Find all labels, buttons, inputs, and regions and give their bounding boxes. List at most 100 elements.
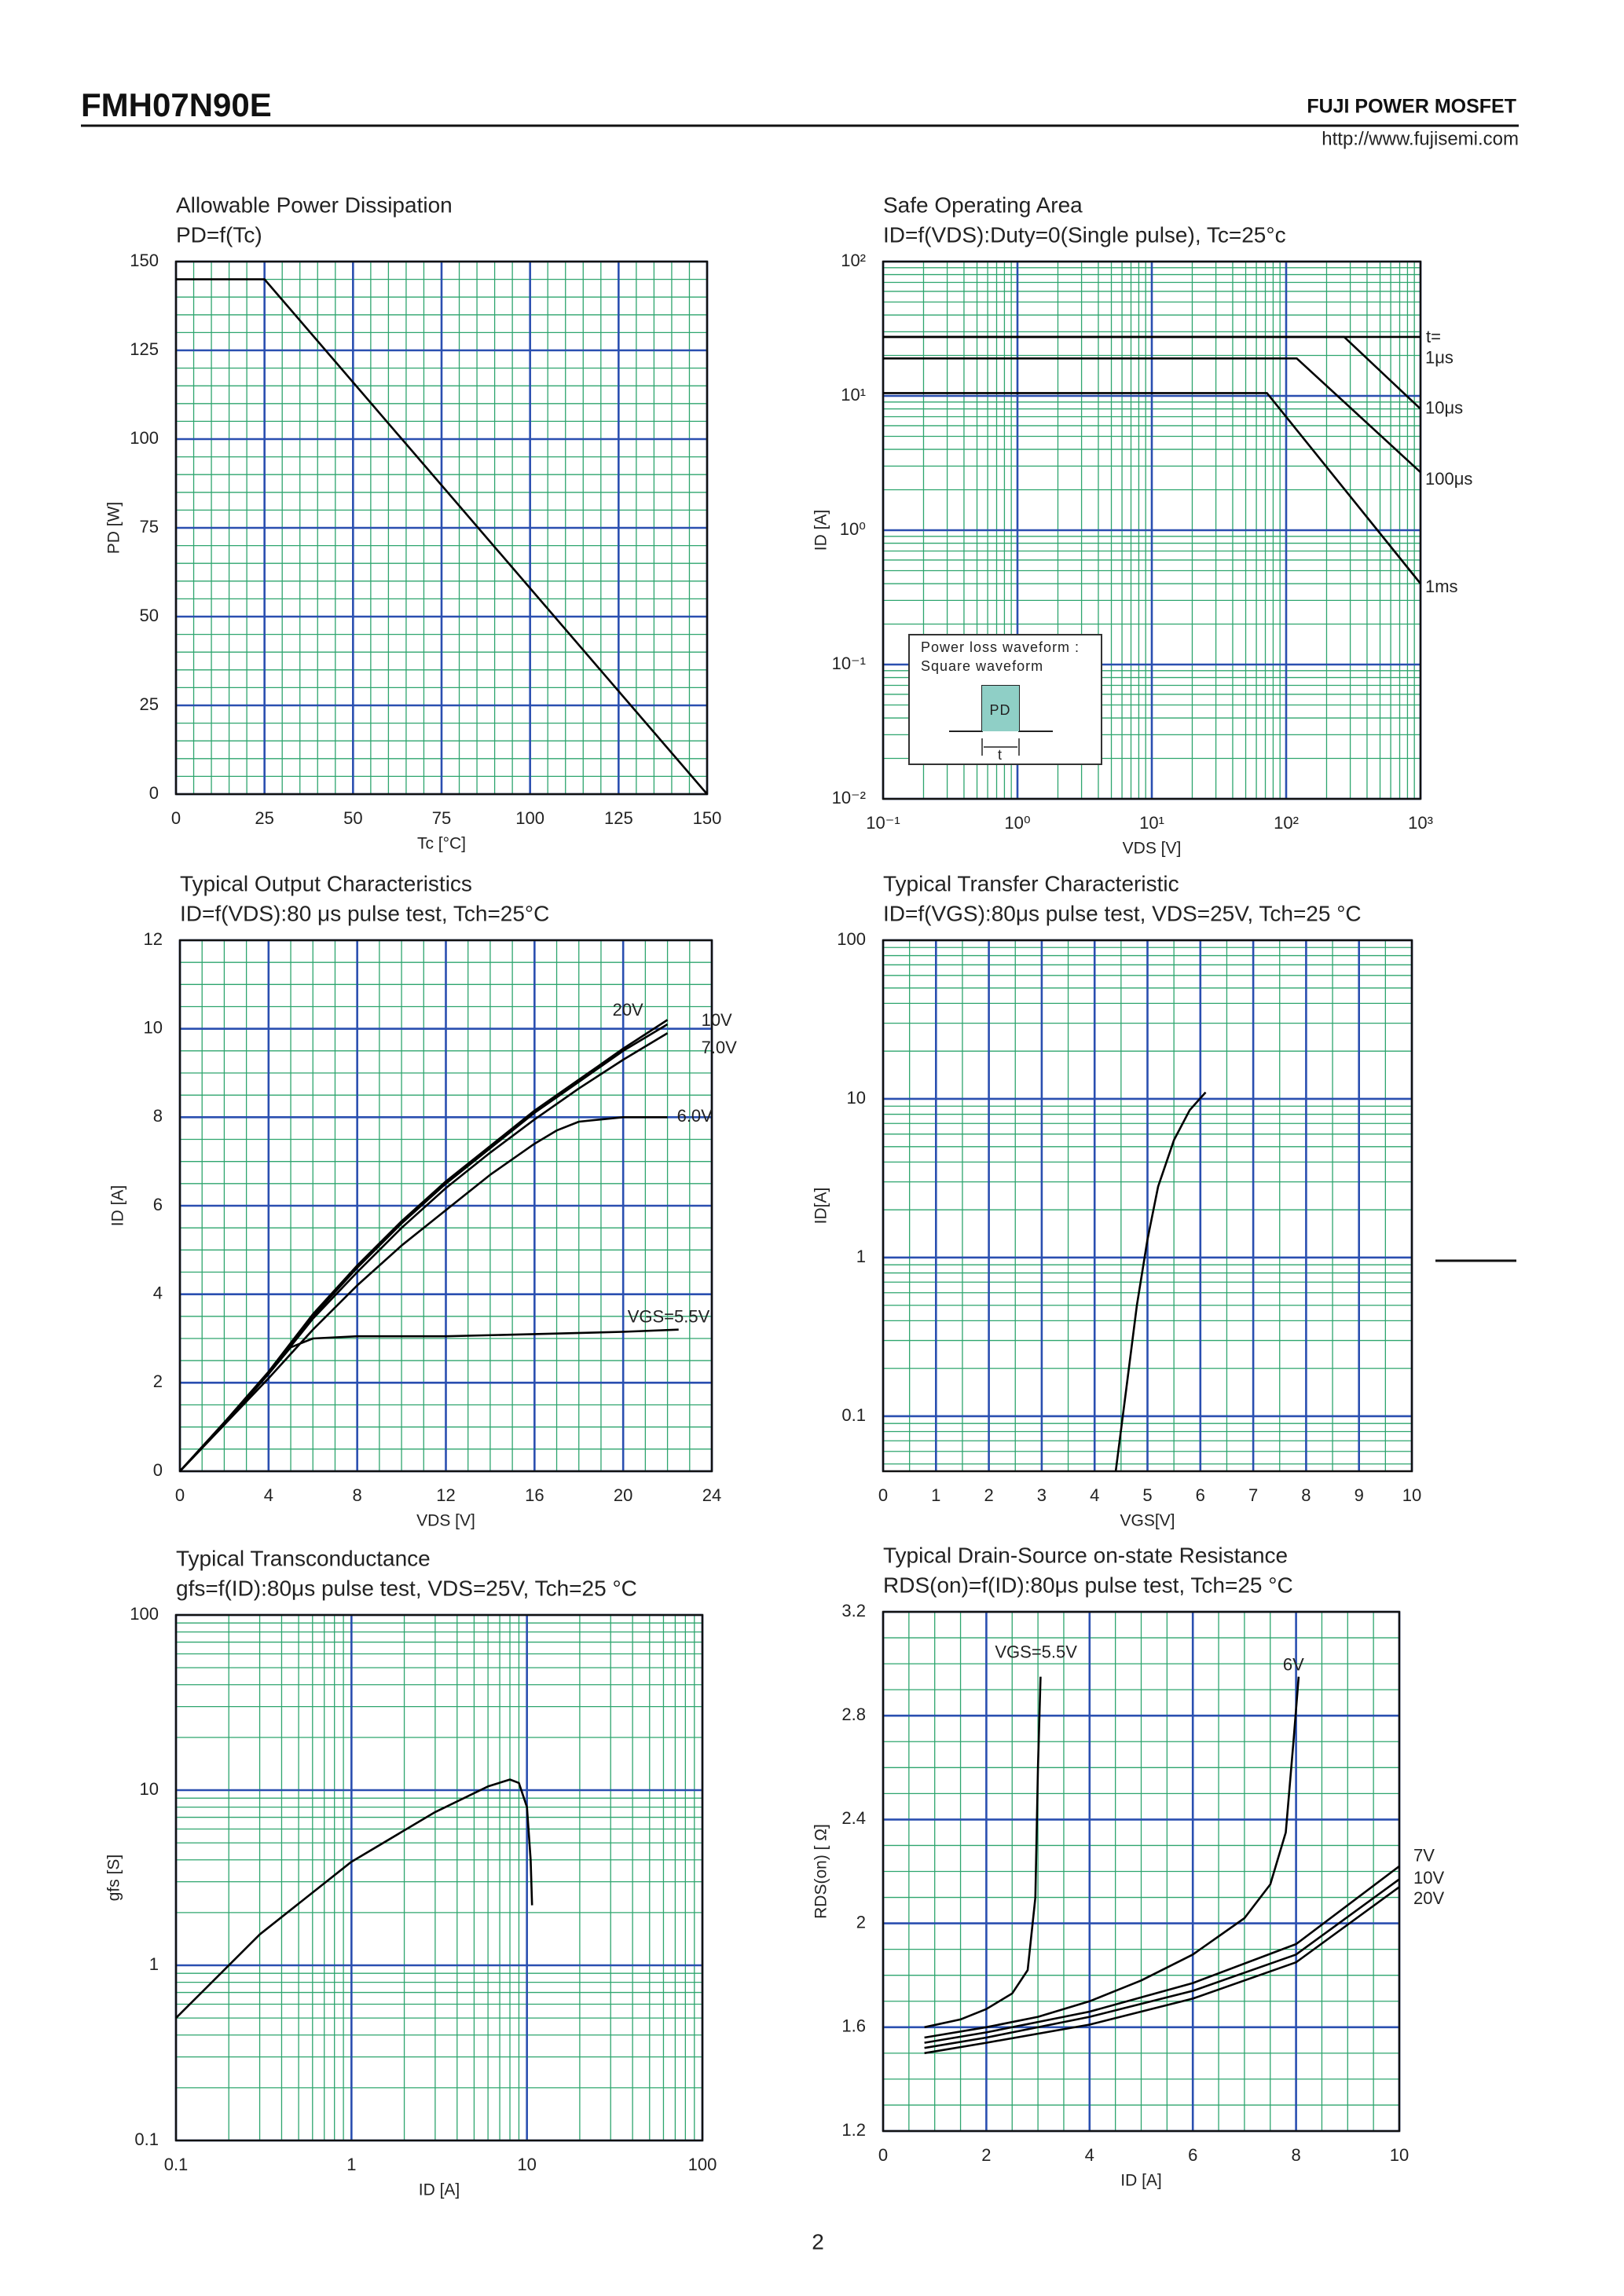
curve bbox=[924, 1676, 1300, 2039]
pulse-label: PD bbox=[989, 702, 1010, 718]
curve bbox=[1114, 1091, 1207, 1472]
y-tick-label: 1 bbox=[149, 1954, 159, 1974]
brand: FUJI POWER MOSFET bbox=[1307, 96, 1516, 118]
chart-title: Safe Operating Area bbox=[883, 192, 1083, 217]
y-tick-label: 8 bbox=[153, 1106, 163, 1126]
curve bbox=[924, 1886, 1400, 2055]
series-label: 10V bbox=[702, 1010, 732, 1030]
y-tick-label: 2 bbox=[153, 1371, 163, 1391]
chart-title: Typical Output Characteristics bbox=[180, 871, 472, 895]
series-label: 100μs bbox=[1425, 469, 1472, 489]
chart-title: Typical Drain-Source on-state Resistance bbox=[883, 1543, 1288, 1567]
x-axis-label: VDS [V] bbox=[416, 1512, 475, 1530]
y-tick-label: 2.4 bbox=[841, 1808, 866, 1828]
x-tick-label: 10³ bbox=[1408, 813, 1433, 833]
curve bbox=[924, 1865, 1400, 2044]
x-tick-label: 8 bbox=[1291, 2145, 1300, 2165]
plot-frame bbox=[882, 939, 1413, 1473]
y-axis-label: PD [W] bbox=[105, 502, 123, 555]
y-axis-label: ID[A] bbox=[812, 1188, 830, 1225]
series-label: VGS=5.5V bbox=[995, 1642, 1077, 1661]
y-tick-label: 2.8 bbox=[841, 1705, 866, 1724]
y-tick-label: 12 bbox=[144, 929, 163, 949]
curve bbox=[883, 357, 1421, 474]
chart-subtitle: ID=f(VGS):80μs pulse test, VDS=25V, Tch=… bbox=[883, 901, 1362, 925]
curve bbox=[924, 1676, 1042, 2029]
x-tick-label: 20 bbox=[614, 1485, 632, 1505]
url: http://www.fujisemi.com bbox=[1322, 128, 1519, 149]
curve bbox=[179, 1116, 668, 1472]
plot-frame bbox=[174, 1613, 704, 2142]
y-tick-label: 10⁻² bbox=[832, 788, 866, 807]
plot-frame bbox=[174, 260, 709, 796]
curve bbox=[179, 1019, 669, 1472]
x-tick-label: 100 bbox=[515, 808, 544, 828]
x-tick-label: 9 bbox=[1355, 1485, 1364, 1505]
x-tick-label: 0.1 bbox=[164, 2155, 189, 2174]
chart-subtitle: ID=f(VDS):80 μs pulse test, Tch=25°C bbox=[180, 901, 549, 925]
y-tick-label: 10⁻¹ bbox=[832, 654, 866, 673]
y-tick-label: 100 bbox=[837, 929, 866, 949]
y-tick-label: 2 bbox=[856, 1912, 866, 1932]
y-tick-label: 4 bbox=[153, 1283, 163, 1302]
x-tick-label: 6 bbox=[1188, 2145, 1197, 2165]
chart-title: Allowable Power Dissipation bbox=[176, 192, 453, 217]
x-tick-label: 16 bbox=[525, 1485, 544, 1505]
chart-subtitle: ID=f(VDS):Duty=0(Single pulse), Tc=25°c bbox=[883, 222, 1286, 247]
series-label: 10V bbox=[1413, 1868, 1444, 1888]
x-axis-label: VDS [V] bbox=[1123, 840, 1182, 858]
curve bbox=[176, 278, 708, 795]
x-tick-label: 10² bbox=[1274, 813, 1299, 833]
x-tick-label: 25 bbox=[255, 808, 273, 828]
y-tick-label: 0.1 bbox=[134, 2129, 159, 2149]
y-axis-label: ID [A] bbox=[812, 510, 830, 551]
y-axis-label: RDS(on) [ Ω] bbox=[812, 1824, 830, 1919]
x-tick-label: 3 bbox=[1037, 1485, 1047, 1505]
y-tick-label: 100 bbox=[130, 1604, 159, 1624]
y-tick-label: 150 bbox=[130, 251, 159, 270]
y-tick-label: 0.1 bbox=[841, 1405, 866, 1425]
y-tick-label: 1.2 bbox=[841, 2120, 866, 2140]
chart-title: Typical Transfer Characteristic bbox=[883, 871, 1179, 895]
x-tick-label: 0 bbox=[175, 1485, 185, 1505]
y-tick-label: 0 bbox=[149, 783, 159, 803]
series-label: 1ms bbox=[1425, 577, 1458, 596]
x-tick-label: 100 bbox=[688, 2155, 717, 2174]
x-tick-label: 1 bbox=[346, 2155, 356, 2174]
y-tick-label: 10⁰ bbox=[840, 519, 866, 539]
inset: Power loss waveform : Square waveform PD… bbox=[908, 634, 1102, 765]
plot-frame bbox=[882, 260, 1422, 800]
x-axis-label: ID [A] bbox=[419, 2181, 460, 2199]
inset-line: Power loss waveform : bbox=[921, 639, 1080, 655]
y-axis-label: gfs [S] bbox=[105, 1855, 123, 1902]
curve bbox=[175, 1778, 533, 2020]
series-label: 20V bbox=[613, 1000, 643, 1020]
curve bbox=[924, 1878, 1400, 2049]
chart-title: Typical Transconductance bbox=[176, 1546, 431, 1570]
y-tick-label: 10² bbox=[841, 251, 866, 270]
x-tick-label: 4 bbox=[1090, 1485, 1099, 1505]
x-tick-label: 1 bbox=[931, 1485, 940, 1505]
curve bbox=[883, 335, 1421, 410]
x-tick-label: 7 bbox=[1248, 1485, 1258, 1505]
plot-frame bbox=[882, 1610, 1401, 2133]
y-axis-label: ID [A] bbox=[109, 1185, 127, 1227]
y-tick-label: 25 bbox=[140, 694, 159, 714]
y-tick-label: 10¹ bbox=[841, 385, 866, 405]
x-tick-label: 50 bbox=[343, 808, 362, 828]
series-label: 6.0V bbox=[677, 1106, 713, 1126]
x-tick-label: 5 bbox=[1142, 1485, 1152, 1505]
curve bbox=[179, 1328, 679, 1472]
x-tick-label: 4 bbox=[264, 1485, 273, 1505]
x-tick-label: 2 bbox=[984, 1485, 993, 1505]
series-label: VGS=5.5V bbox=[628, 1307, 710, 1327]
chart-subtitle: gfs=f(ID):80μs pulse test, VDS=25V, Tch=… bbox=[176, 1576, 637, 1600]
plot-area bbox=[176, 1615, 702, 2140]
x-tick-label: 75 bbox=[432, 808, 451, 828]
x-tick-label: 10⁻¹ bbox=[866, 813, 900, 833]
series-label: 10μs bbox=[1425, 397, 1463, 417]
inset-box bbox=[908, 634, 1102, 765]
y-tick-label: 3.2 bbox=[841, 1601, 866, 1620]
